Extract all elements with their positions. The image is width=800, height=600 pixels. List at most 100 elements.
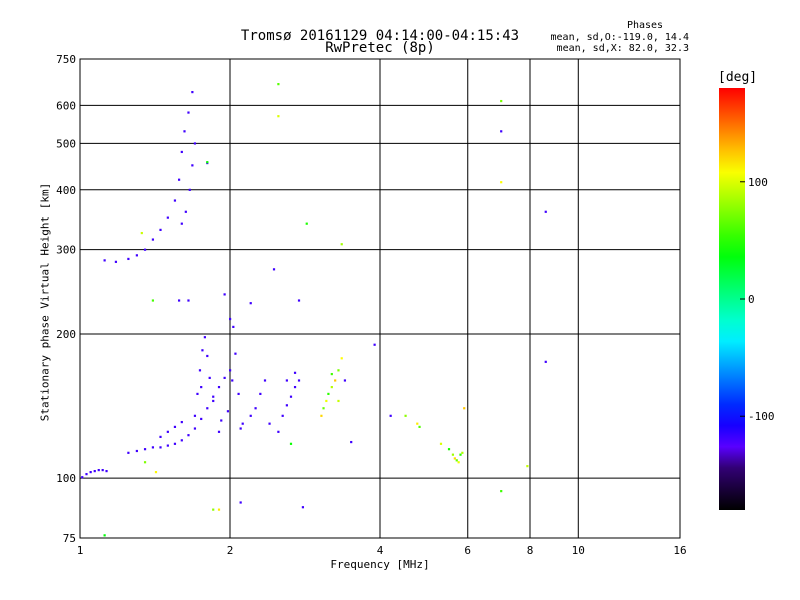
echo-point bbox=[337, 369, 340, 372]
echo-point bbox=[229, 317, 232, 321]
echo-point bbox=[212, 395, 215, 398]
echo-point bbox=[193, 142, 197, 145]
echo-point bbox=[223, 293, 226, 296]
echo-point bbox=[103, 259, 106, 262]
echo-point bbox=[229, 369, 232, 372]
echo-point bbox=[85, 473, 88, 476]
echo-point bbox=[97, 468, 100, 472]
echo-point bbox=[239, 501, 242, 504]
echo-point bbox=[187, 299, 190, 302]
echo-point bbox=[325, 399, 328, 403]
echo-point bbox=[140, 231, 143, 235]
y-tick-label: 750 bbox=[56, 53, 76, 66]
chart-title-line2: RwPretec (8p) bbox=[325, 40, 435, 56]
echo-point bbox=[217, 508, 221, 511]
echo-point bbox=[340, 357, 343, 360]
echo-point bbox=[305, 222, 308, 225]
echo-point bbox=[166, 444, 169, 447]
echo-point bbox=[297, 299, 301, 302]
echo-point bbox=[206, 161, 209, 164]
echo-point bbox=[500, 181, 503, 184]
echo-point bbox=[101, 468, 104, 472]
echo-point bbox=[206, 354, 209, 358]
x-tick-label: 4 bbox=[377, 544, 384, 557]
y-axis-label: Stationary phase Virtual Height [km] bbox=[38, 182, 52, 422]
echo-point bbox=[289, 395, 293, 398]
echo-point bbox=[451, 453, 455, 456]
echo-point bbox=[203, 336, 206, 339]
echo-point bbox=[143, 248, 147, 251]
echo-point bbox=[196, 392, 199, 396]
chart-title-line1: Tromsø 20161129 04:14:00-04:15:43 bbox=[240, 28, 520, 44]
x-tick-label: 2 bbox=[227, 544, 234, 557]
echo-point bbox=[404, 414, 407, 417]
echo-point bbox=[159, 446, 162, 449]
echo-point bbox=[183, 130, 186, 133]
echo-point bbox=[500, 99, 503, 103]
echo-point bbox=[254, 407, 257, 410]
echo-point bbox=[212, 508, 215, 511]
echo-point bbox=[293, 371, 297, 374]
echo-point bbox=[89, 471, 92, 474]
echo-point bbox=[289, 442, 293, 445]
echo-point bbox=[187, 111, 190, 114]
echo-point bbox=[330, 385, 333, 389]
echo-point bbox=[237, 392, 240, 396]
echo-point bbox=[206, 407, 209, 410]
echo-point bbox=[105, 469, 108, 473]
echo-point bbox=[234, 352, 237, 355]
y-tick-label: 400 bbox=[56, 184, 76, 197]
echo-point bbox=[220, 419, 223, 422]
echo-point bbox=[526, 465, 529, 468]
echo-point bbox=[200, 385, 203, 389]
echo-point bbox=[212, 399, 215, 403]
echo-point bbox=[263, 379, 267, 382]
echo-point bbox=[180, 222, 183, 225]
echo-point bbox=[241, 422, 244, 425]
echo-point bbox=[187, 434, 190, 437]
echo-point bbox=[337, 399, 340, 403]
colorbar-tick-label: -100 bbox=[748, 410, 775, 423]
x-tick-label: 10 bbox=[572, 544, 585, 557]
echo-point bbox=[151, 446, 155, 449]
colorbar-label: [deg] bbox=[718, 70, 758, 85]
echo-point bbox=[166, 216, 169, 219]
echo-point bbox=[277, 115, 280, 118]
echo-point bbox=[180, 150, 183, 154]
echo-point bbox=[297, 379, 301, 382]
y-tick-label: 75 bbox=[63, 532, 76, 545]
echo-point bbox=[177, 299, 181, 302]
echo-point bbox=[439, 442, 443, 445]
y-tick-label: 500 bbox=[56, 137, 76, 150]
y-tick-label: 100 bbox=[56, 472, 76, 485]
echo-point bbox=[455, 459, 458, 462]
echo-point bbox=[463, 407, 466, 410]
y-tick-label: 300 bbox=[56, 244, 76, 257]
echo-point bbox=[340, 243, 343, 246]
echo-point bbox=[180, 420, 183, 424]
echo-point bbox=[81, 476, 84, 479]
echo-point bbox=[343, 379, 347, 382]
echo-point bbox=[188, 188, 191, 191]
echo-point bbox=[173, 199, 177, 202]
echo-point bbox=[166, 430, 169, 433]
echo-point bbox=[457, 461, 460, 464]
echo-point bbox=[93, 469, 96, 473]
x-tick-label: 16 bbox=[673, 544, 686, 557]
echo-point bbox=[135, 254, 138, 257]
echo-point bbox=[285, 379, 288, 382]
echo-point bbox=[500, 130, 503, 133]
echo-point bbox=[320, 414, 323, 417]
echo-point bbox=[277, 430, 280, 433]
x-tick-label: 6 bbox=[464, 544, 471, 557]
echo-point bbox=[226, 410, 230, 413]
x-tick-label: 8 bbox=[527, 544, 534, 557]
echo-point bbox=[127, 257, 130, 261]
colorbar-tick-label: 0 bbox=[748, 293, 755, 306]
x-axis-label: Frequency [MHz] bbox=[330, 558, 430, 571]
echo-point bbox=[453, 457, 456, 460]
echo-point bbox=[173, 425, 177, 429]
echo-point bbox=[184, 210, 187, 213]
echo-point bbox=[350, 440, 353, 444]
